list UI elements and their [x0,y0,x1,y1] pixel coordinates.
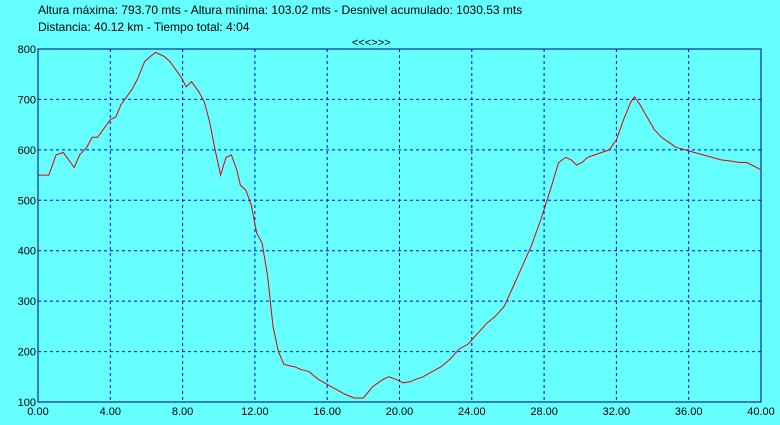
x-axis-ticks: 0.00 4.00 8.00 12.00 16.00 20.00 24.00 28.00 32.… [27,406,774,418]
y-tick-label: 800 [18,44,36,56]
x-tick-label: 4.00 [100,406,121,418]
chart-grid [38,49,761,402]
x-tick-label: 24.00 [458,406,486,418]
x-tick-label: 32.00 [603,406,631,418]
max-min-altitude-summary: Altura máxima: 793.70 mts - Altura mínim… [38,3,523,17]
x-tick-label: 40.00 [747,406,775,418]
x-tick-label: 12.00 [241,406,269,418]
x-tick-label: 28.00 [530,406,558,418]
y-tick-label: 500 [18,195,36,207]
x-tick-label: 16.00 [313,406,341,418]
x-tick-label: 0.00 [27,406,48,418]
x-tick-label: 36.00 [675,406,703,418]
y-tick-label: 100 [18,397,36,409]
elevation-line [38,51,762,399]
plot-frame [37,48,762,403]
x-tick-label: 20.00 [386,406,414,418]
x-tick-label: 8.00 [172,406,193,418]
scroll-navigation-control[interactable]: <<<>>> [352,37,391,49]
y-tick-label: 300 [18,296,36,308]
y-tick-label: 400 [18,246,36,258]
distance-time-summary: Distancia: 40.12 km - Tiempo total: 4:04 [38,20,250,34]
y-tick-label: 600 [18,145,36,157]
y-tick-label: 700 [18,94,36,106]
y-axis-ticks: 100 200 300 400 500 600 700 800 [18,44,36,409]
y-tick-label: 200 [18,347,36,359]
